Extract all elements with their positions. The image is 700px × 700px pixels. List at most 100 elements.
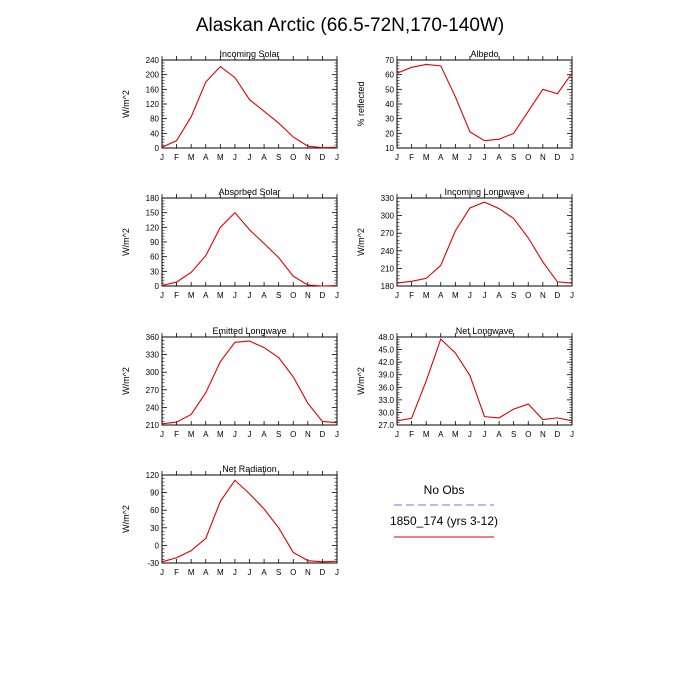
y-tick-label: 270 — [381, 229, 395, 238]
panel-title: Albedo — [470, 49, 498, 59]
x-tick-label: J — [160, 568, 164, 577]
x-tick-label: O — [290, 153, 296, 162]
y-tick-label: 200 — [146, 71, 160, 80]
y-tick-label: 20 — [385, 129, 394, 138]
x-tick-label: A — [496, 291, 502, 300]
x-tick-label: J — [248, 430, 252, 439]
x-tick-label: J — [335, 430, 339, 439]
x-tick-label: A — [496, 430, 502, 439]
y-tick-label: 120 — [146, 471, 160, 480]
y-tick-label: 60 — [150, 506, 159, 515]
x-tick-label: A — [496, 153, 502, 162]
y-tick-label: 180 — [381, 282, 395, 291]
y-tick-label: 10 — [385, 144, 394, 153]
legend: No Obs 1850_174 (yrs 3-12) — [390, 483, 498, 538]
x-tick-label: A — [203, 153, 209, 162]
plot-frame — [161, 474, 338, 564]
x-tick-label: O — [525, 291, 531, 300]
y-tick-label: 240 — [146, 403, 160, 412]
y-tick-label: 120 — [146, 223, 160, 232]
y-tick-label: 0 — [155, 541, 160, 550]
x-tick-label: S — [276, 430, 281, 439]
x-tick-label: M — [217, 291, 224, 300]
y-tick-label: 70 — [385, 56, 394, 65]
x-tick-label: F — [174, 153, 179, 162]
y-tick-label: 210 — [381, 264, 395, 273]
x-tick-label: J — [570, 430, 574, 439]
y-tick-label: 330 — [381, 194, 395, 203]
x-tick-label: J — [160, 153, 164, 162]
panel-title: Absorbed Solar — [218, 187, 280, 197]
x-tick-label: D — [320, 291, 326, 300]
x-tick-label: J — [483, 153, 487, 162]
x-tick-label: D — [555, 291, 561, 300]
x-tick-label: A — [203, 291, 209, 300]
x-tick-label: J — [570, 153, 574, 162]
y-tick-label: 30 — [150, 267, 159, 276]
x-tick-label: M — [188, 568, 195, 577]
x-tick-label: J — [335, 568, 339, 577]
plot-frame — [396, 59, 573, 149]
x-tick-label: A — [203, 430, 209, 439]
y-tick-label: 0 — [155, 282, 160, 291]
x-tick-label: M — [423, 291, 430, 300]
x-tick-label: M — [452, 430, 459, 439]
x-tick-label: D — [320, 568, 326, 577]
y-tick-label: 33.0 — [378, 396, 394, 405]
x-tick-label: J — [468, 430, 472, 439]
x-tick-label: N — [305, 568, 311, 577]
x-tick-label: N — [540, 153, 546, 162]
x-tick-label: J — [570, 291, 574, 300]
y-tick-label: 40 — [385, 100, 394, 109]
y-tick-label: 360 — [146, 333, 160, 342]
x-tick-label: M — [452, 153, 459, 162]
x-tick-label: A — [438, 430, 444, 439]
series-line — [161, 211, 338, 287]
x-tick-label: O — [525, 153, 531, 162]
x-tick-label: O — [290, 291, 296, 300]
x-tick-label: D — [320, 153, 326, 162]
x-tick-label: N — [305, 291, 311, 300]
x-tick-label: M — [423, 430, 430, 439]
y-tick-label: 240 — [381, 247, 395, 256]
x-tick-label: S — [511, 430, 516, 439]
y-tick-label: 300 — [381, 212, 395, 221]
legend-label-no-obs: No Obs — [424, 483, 465, 497]
plot-frame — [396, 197, 573, 287]
panel-title: Net Longwave — [456, 326, 514, 336]
x-tick-label: A — [261, 153, 267, 162]
series-line — [161, 340, 338, 425]
x-tick-label: F — [409, 291, 414, 300]
y-tick-label: 30 — [385, 115, 394, 124]
series-line — [161, 479, 338, 563]
x-tick-label: M — [452, 291, 459, 300]
x-tick-label: A — [261, 568, 267, 577]
x-tick-label: J — [483, 430, 487, 439]
y-tick-label: 150 — [146, 209, 160, 218]
y-tick-label: 0 — [155, 144, 160, 153]
x-tick-label: J — [468, 291, 472, 300]
y-tick-label: 48.0 — [378, 333, 394, 342]
x-tick-label: J — [248, 291, 252, 300]
y-axis-label: W/m^2 — [121, 367, 131, 395]
series-line — [396, 201, 573, 284]
x-tick-label: S — [511, 291, 516, 300]
x-tick-label: D — [555, 153, 561, 162]
plot-frame — [161, 336, 338, 426]
x-tick-label: O — [290, 568, 296, 577]
x-tick-label: J — [233, 568, 237, 577]
x-tick-label: J — [483, 291, 487, 300]
x-tick-label: J — [248, 153, 252, 162]
x-tick-label: A — [438, 291, 444, 300]
x-tick-label: M — [217, 568, 224, 577]
x-tick-label: S — [276, 153, 281, 162]
series-line — [396, 63, 573, 142]
x-tick-label: J — [233, 291, 237, 300]
x-tick-label: A — [261, 430, 267, 439]
